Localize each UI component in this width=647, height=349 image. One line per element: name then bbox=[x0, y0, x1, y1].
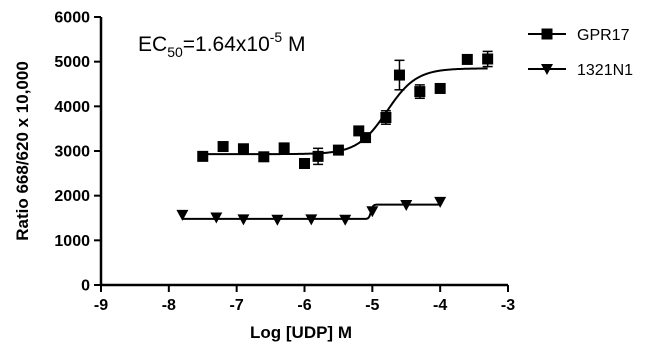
x-tick-label: -9 bbox=[94, 297, 108, 314]
data-point bbox=[312, 150, 324, 162]
y-tick-label: 6000 bbox=[54, 10, 90, 27]
data-point bbox=[237, 143, 249, 155]
x-tick-label: -8 bbox=[162, 297, 176, 314]
data-point bbox=[299, 158, 310, 170]
data-point bbox=[360, 132, 372, 144]
x-tick-label: -4 bbox=[433, 297, 447, 314]
y-tick-label: 2000 bbox=[54, 188, 90, 205]
annotation-suffix: M bbox=[282, 33, 305, 56]
y-tick-label: 1000 bbox=[54, 233, 90, 250]
data-point bbox=[434, 82, 446, 94]
data-point bbox=[353, 125, 365, 137]
data-point bbox=[339, 214, 352, 226]
chart-annotation: EC50=1.64x10-5 M bbox=[138, 29, 306, 60]
data-point bbox=[461, 53, 473, 65]
legend-marker bbox=[541, 28, 553, 40]
annotation-prefix: EC bbox=[138, 33, 167, 56]
data-point bbox=[482, 53, 494, 65]
data-point bbox=[400, 200, 413, 212]
data-point bbox=[393, 69, 405, 81]
data-point bbox=[278, 142, 290, 154]
x-axis-title: Log [UDP] M bbox=[250, 323, 352, 342]
annotation-middle: =1.64x10 bbox=[183, 33, 270, 56]
legend-label: 1321N1 bbox=[577, 62, 633, 79]
y-tick-label: 4000 bbox=[54, 99, 90, 116]
y-tick-label: 0 bbox=[81, 278, 90, 295]
data-point bbox=[380, 112, 392, 123]
legend-label: GPR17 bbox=[577, 27, 630, 44]
legend-marker bbox=[541, 64, 553, 75]
x-tick-label: -7 bbox=[230, 297, 244, 314]
legend: GPR17 1321N1 bbox=[528, 27, 633, 79]
data-point bbox=[210, 212, 223, 224]
data-point bbox=[332, 144, 344, 156]
x-tick-label: -3 bbox=[501, 297, 515, 314]
y-tick-label: 3000 bbox=[54, 144, 90, 161]
fit-curve-gpr17 bbox=[202, 67, 488, 156]
annotation-superscript: -5 bbox=[270, 29, 283, 45]
x-tick-label: -6 bbox=[297, 297, 311, 314]
data-point bbox=[414, 86, 426, 98]
annotation-subscript: 50 bbox=[167, 44, 183, 60]
plot-area bbox=[176, 50, 494, 226]
y-tick-label: 5000 bbox=[54, 54, 90, 71]
y-axis-title: Ratio 668/620 x 10,000 bbox=[13, 61, 32, 241]
data-point bbox=[258, 151, 270, 163]
data-point bbox=[305, 214, 318, 226]
data-point bbox=[217, 141, 229, 153]
data-point bbox=[176, 209, 189, 221]
data-point bbox=[237, 214, 250, 226]
data-point bbox=[271, 214, 284, 226]
data-point bbox=[366, 206, 379, 218]
axes: 0 1000 2000 3000 4000 5000 6000 -9 -8 -7 -6 -5 -4 -3 bbox=[54, 10, 515, 315]
data-point bbox=[197, 150, 209, 162]
x-tick-label: -5 bbox=[365, 297, 379, 314]
data-point bbox=[434, 196, 447, 208]
